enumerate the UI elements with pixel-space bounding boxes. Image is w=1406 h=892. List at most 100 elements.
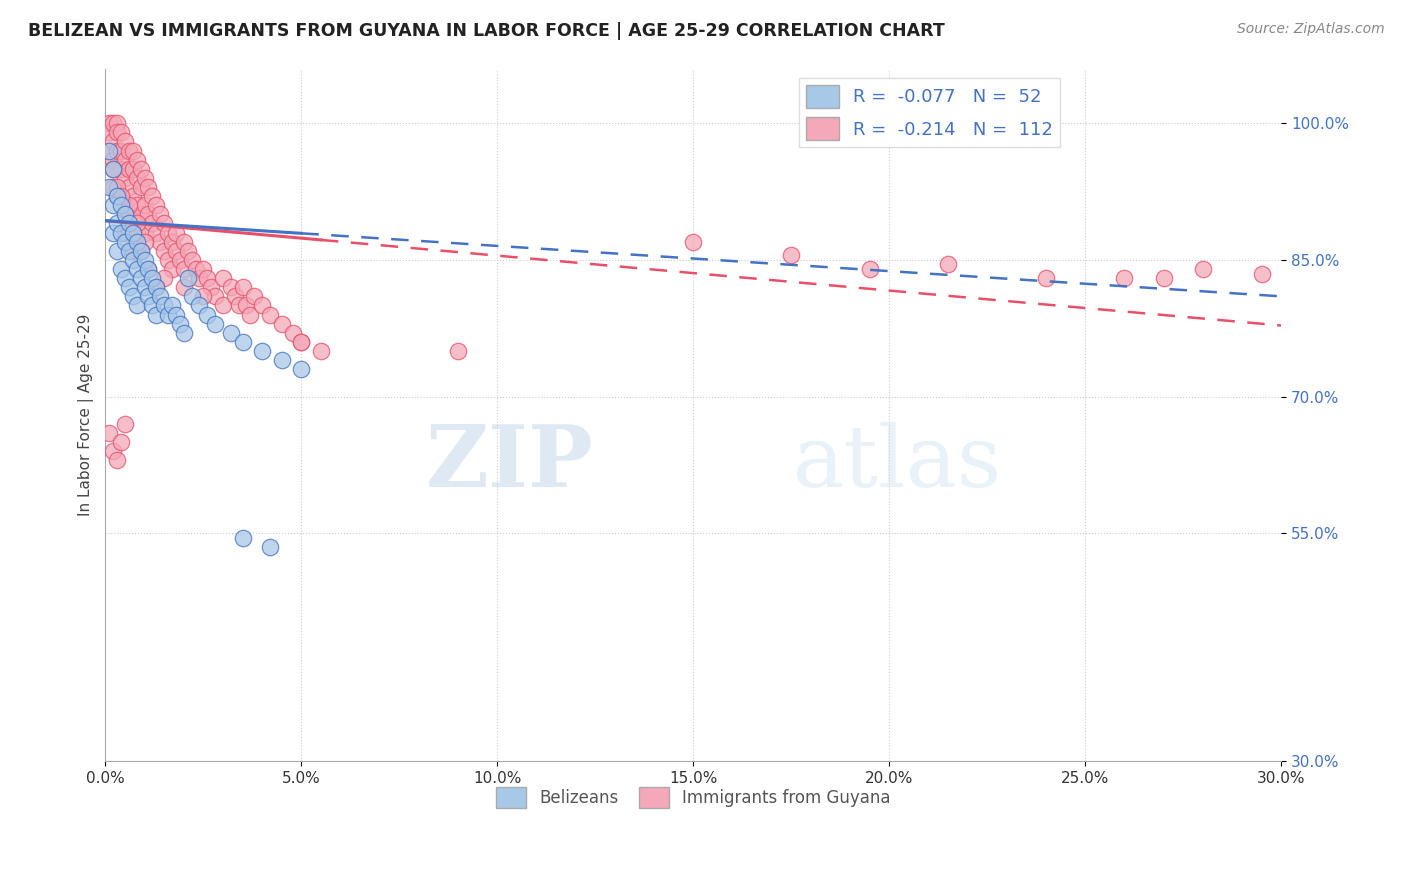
Point bbox=[165, 226, 187, 240]
Point bbox=[105, 189, 128, 203]
Point bbox=[103, 116, 125, 130]
Point bbox=[239, 308, 262, 322]
Point bbox=[145, 280, 167, 294]
Point bbox=[103, 153, 125, 167]
Point bbox=[149, 235, 172, 249]
Point bbox=[219, 326, 242, 340]
Point bbox=[114, 135, 136, 149]
Point bbox=[153, 271, 176, 285]
Point bbox=[193, 262, 215, 277]
Point bbox=[936, 257, 959, 271]
Point bbox=[103, 198, 125, 212]
Point bbox=[114, 207, 136, 221]
Point bbox=[121, 252, 143, 267]
Point bbox=[110, 161, 132, 176]
Point bbox=[110, 125, 132, 139]
Point bbox=[134, 170, 156, 185]
Point bbox=[125, 235, 148, 249]
Text: BELIZEAN VS IMMIGRANTS FROM GUYANA IN LABOR FORCE | AGE 25-29 CORRELATION CHART: BELIZEAN VS IMMIGRANTS FROM GUYANA IN LA… bbox=[28, 22, 945, 40]
Point bbox=[145, 308, 167, 322]
Point bbox=[228, 298, 250, 312]
Point bbox=[250, 344, 273, 359]
Point bbox=[232, 334, 254, 349]
Point bbox=[103, 135, 125, 149]
Point bbox=[290, 334, 312, 349]
Point bbox=[184, 262, 207, 277]
Point bbox=[193, 289, 215, 303]
Point bbox=[121, 189, 143, 203]
Point bbox=[1035, 271, 1057, 285]
Point bbox=[110, 189, 132, 203]
Point bbox=[114, 198, 136, 212]
Point bbox=[204, 317, 226, 331]
Point bbox=[138, 289, 160, 303]
Point bbox=[105, 144, 128, 158]
Point bbox=[134, 198, 156, 212]
Point bbox=[98, 125, 121, 139]
Point bbox=[129, 244, 152, 258]
Point bbox=[290, 334, 312, 349]
Point bbox=[125, 298, 148, 312]
Point bbox=[105, 161, 128, 176]
Point bbox=[105, 189, 128, 203]
Text: Source: ZipAtlas.com: Source: ZipAtlas.com bbox=[1237, 22, 1385, 37]
Point bbox=[105, 453, 128, 467]
Point bbox=[125, 226, 148, 240]
Point bbox=[110, 144, 132, 158]
Point bbox=[169, 317, 191, 331]
Point bbox=[212, 298, 235, 312]
Point bbox=[121, 226, 143, 240]
Point bbox=[138, 207, 160, 221]
Point bbox=[165, 244, 187, 258]
Point bbox=[118, 216, 141, 230]
Point bbox=[173, 326, 195, 340]
Point bbox=[224, 289, 246, 303]
Point bbox=[125, 198, 148, 212]
Point bbox=[105, 180, 128, 194]
Point bbox=[188, 271, 211, 285]
Point bbox=[283, 326, 305, 340]
Point bbox=[134, 235, 156, 249]
Point bbox=[121, 244, 143, 258]
Point bbox=[105, 116, 128, 130]
Point bbox=[858, 262, 880, 277]
Point bbox=[118, 244, 141, 258]
Point bbox=[110, 435, 132, 450]
Point bbox=[180, 289, 202, 303]
Point bbox=[98, 116, 121, 130]
Point bbox=[270, 353, 292, 368]
Point bbox=[121, 161, 143, 176]
Point bbox=[118, 280, 141, 294]
Point bbox=[157, 226, 180, 240]
Point bbox=[129, 180, 152, 194]
Point bbox=[195, 308, 218, 322]
Point bbox=[141, 298, 163, 312]
Point bbox=[195, 271, 218, 285]
Point bbox=[153, 298, 176, 312]
Point bbox=[105, 216, 128, 230]
Point bbox=[141, 271, 163, 285]
Point bbox=[173, 280, 195, 294]
Point bbox=[149, 289, 172, 303]
Point bbox=[98, 144, 121, 158]
Point bbox=[103, 226, 125, 240]
Point bbox=[118, 144, 141, 158]
Point bbox=[110, 198, 132, 212]
Point bbox=[250, 298, 273, 312]
Point bbox=[176, 244, 198, 258]
Point bbox=[114, 417, 136, 431]
Point bbox=[118, 198, 141, 212]
Point bbox=[219, 280, 242, 294]
Point bbox=[232, 531, 254, 545]
Point bbox=[103, 444, 125, 458]
Point bbox=[160, 262, 183, 277]
Point bbox=[1250, 267, 1272, 281]
Legend: Belizeans, Immigrants from Guyana: Belizeans, Immigrants from Guyana bbox=[489, 780, 897, 815]
Point bbox=[1191, 262, 1213, 277]
Point bbox=[125, 216, 148, 230]
Point bbox=[118, 180, 141, 194]
Point bbox=[145, 198, 167, 212]
Point bbox=[110, 226, 132, 240]
Point bbox=[1153, 271, 1175, 285]
Point bbox=[129, 207, 152, 221]
